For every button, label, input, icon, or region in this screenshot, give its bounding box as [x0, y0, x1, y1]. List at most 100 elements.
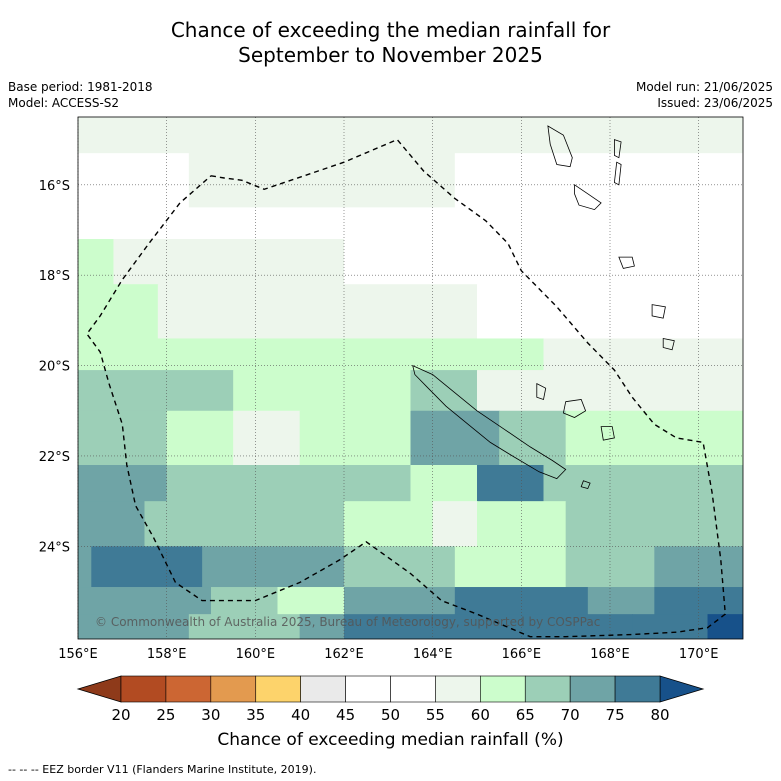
island-new-caledonia — [412, 364, 567, 480]
chart-title-line1: Chance of exceeding the median rainfall … — [170, 18, 611, 42]
island-malakula — [574, 184, 602, 211]
colorbar-swatch — [569, 675, 616, 703]
colorbar-tick-label: 30 — [201, 706, 220, 724]
contour-cell — [299, 614, 345, 639]
colorbar-extend-low — [76, 675, 122, 703]
island-espiritu-santo — [547, 125, 573, 168]
contour-cell — [432, 501, 478, 547]
contour-cell — [410, 370, 478, 412]
chart-title-line2: September to November 2025 — [238, 43, 543, 67]
contour-cell — [477, 284, 743, 340]
contour-cell — [78, 465, 168, 502]
chart-title: Chance of exceeding the median rainfall … — [0, 18, 781, 68]
colorbar-tick-label: 45 — [336, 706, 355, 724]
meta-left: Base period: 1981-2018 Model: ACCESS-S2 — [8, 79, 153, 111]
x-tick-label: 166°E — [502, 647, 542, 662]
y-tick-label: 20°S — [39, 360, 70, 375]
contour-cell — [565, 501, 743, 547]
contour-cell — [344, 546, 456, 588]
contour-cell — [78, 284, 159, 340]
colorbar-extend-high — [659, 675, 705, 703]
contour-cell — [565, 410, 743, 466]
contour-cell — [166, 465, 412, 502]
contour-cell — [202, 546, 345, 588]
x-tick-label: 160°E — [236, 647, 276, 662]
contour-cell — [565, 546, 655, 588]
contour-cell — [707, 614, 743, 639]
y-tick-label: 18°S — [39, 269, 70, 284]
y-tick-label: 16°S — [39, 179, 70, 194]
colorbar-swatch — [614, 675, 661, 703]
contour-cell — [188, 153, 456, 208]
contour-cell — [144, 501, 345, 547]
contour-cell — [78, 546, 92, 588]
contour-cell — [410, 465, 478, 502]
contour-cell — [277, 587, 345, 615]
eez-border — [86, 138, 727, 638]
contour-cell — [91, 546, 203, 588]
colorbar-swatch — [300, 675, 346, 703]
x-tick-label: 168°E — [590, 647, 630, 662]
island-tanna — [662, 338, 675, 351]
y-axis-ticks: 16°S 18°S 20°S 22°S 24°S — [39, 179, 70, 556]
contour-cell — [344, 501, 434, 547]
island-pentecost — [613, 161, 622, 186]
contour-cell — [587, 587, 655, 615]
y-tick-label: 24°S — [39, 540, 70, 555]
island-lifou — [562, 399, 587, 418]
colorbar-tick-label: 20 — [111, 706, 130, 724]
model-label: Model: ACCESS-S2 — [8, 96, 120, 110]
colorbar-swatch — [255, 675, 301, 703]
contour-cell — [166, 410, 234, 466]
contour-cell — [632, 614, 709, 639]
island-mare — [600, 426, 615, 441]
meta-right: Model run: 21/06/2025 Issued: 23/06/2025 — [636, 79, 773, 111]
colorbar-swatch — [390, 675, 436, 703]
contour-cell — [78, 501, 146, 547]
issued-label: Issued: 23/06/2025 — [657, 96, 773, 110]
colorbar-tick-label: 35 — [246, 706, 265, 724]
contour-cell — [157, 284, 478, 340]
contour-cell — [78, 410, 168, 466]
eez-line — [86, 138, 727, 638]
contour-cell — [410, 410, 500, 466]
contour-cell — [454, 153, 743, 208]
contour-cell — [78, 117, 743, 154]
colorbar-tick-label: 60 — [471, 706, 490, 724]
colorbar-tick-label: 40 — [291, 706, 310, 724]
colorbar-tick-label: 75 — [606, 706, 625, 724]
island-erromango — [651, 304, 666, 319]
model-run-label: Model run: 21/06/2025 — [635, 80, 773, 94]
colorbar-swatch — [120, 675, 167, 703]
contour-cell — [454, 587, 589, 615]
contour-cell — [233, 370, 412, 412]
contour-cell — [654, 546, 743, 588]
contour-cell — [233, 410, 301, 466]
contour-cell — [113, 239, 345, 285]
contour-cell — [78, 614, 190, 639]
island-efate — [618, 256, 635, 269]
x-tick-label: 162°E — [324, 647, 364, 662]
x-tick-label: 164°E — [413, 647, 453, 662]
map-frame — [77, 116, 744, 640]
contour-cell — [78, 587, 212, 615]
x-axis-ticks: 156°E 158°E 160°E 162°E 164°E 166°E 168°E 170°E — [58, 647, 718, 662]
contour-fill — [78, 117, 743, 639]
colorbar-tick-label: 70 — [561, 706, 580, 724]
colorbar: 20 25 30 35 40 45 50 55 60 65 70 75 80 — [76, 675, 705, 724]
contour-cell — [344, 239, 743, 285]
contour-cell — [78, 370, 234, 412]
colorbar-tick-label: 55 — [426, 706, 445, 724]
contour-cell — [78, 153, 190, 208]
contour-cell — [477, 501, 567, 547]
colorbar-swatch — [345, 675, 391, 703]
colorbar-swatch — [480, 675, 526, 703]
island-isle-of-pines — [580, 480, 591, 489]
copyright-text: © Commonwealth of Australia 2025, Bureau… — [95, 615, 600, 629]
colorbar-title: Chance of exceeding median rainfall (%) — [217, 730, 564, 750]
x-tick-label: 170°E — [679, 647, 719, 662]
contour-cell — [78, 239, 115, 285]
contour-cell — [499, 410, 567, 466]
colorbar-swatch — [435, 675, 481, 703]
